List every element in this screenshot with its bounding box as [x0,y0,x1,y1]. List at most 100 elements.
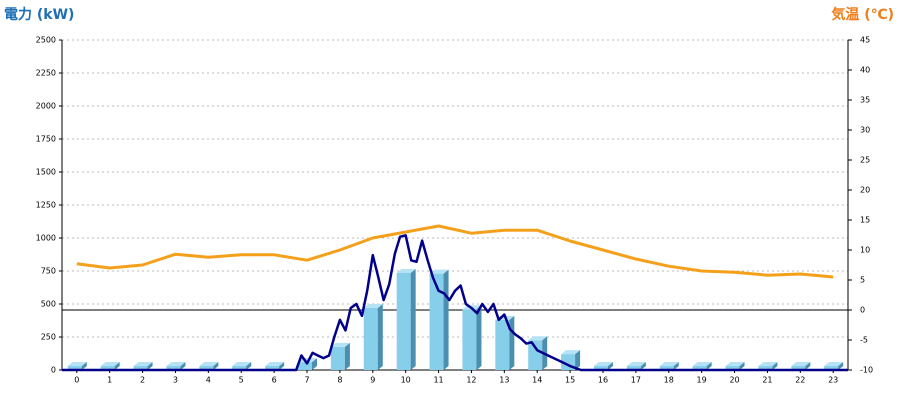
bar-side [838,362,844,370]
y2-tick-label: 30 [860,126,870,135]
bar-top [396,268,416,273]
bar-side [279,362,285,370]
x-tick-label: 16 [598,376,608,385]
y-tick-label: 1500 [36,168,56,177]
y-tick-label: 1750 [36,135,56,144]
bar [495,319,510,370]
bar-side [147,362,153,370]
bar [265,366,280,370]
bar [692,366,707,370]
y2-tick-label: 0 [860,306,865,315]
y-tick-label: 750 [41,267,56,276]
y-tick-label: 1250 [36,201,56,210]
y2-tick-label: 40 [860,66,870,75]
bar-top [626,362,646,367]
x-tick-label: 8 [337,376,342,385]
bar [725,366,740,370]
x-tick-label: 1 [107,376,112,385]
bar-side [575,350,581,370]
bar-top [561,350,581,355]
x-tick-label: 23 [828,376,838,385]
x-tick-label: 7 [304,376,309,385]
x-tick-label: 21 [762,376,772,385]
y-tick-label: 1000 [36,234,56,243]
x-tick-label: 13 [499,376,509,385]
x-tick-label: 20 [729,376,739,385]
y-tick-label: 2500 [36,36,56,45]
x-tick-label: 19 [697,376,707,385]
x-tick-label: 12 [466,376,476,385]
y2-axis-title: 気温 (℃) [831,6,894,23]
line [62,234,848,372]
bar-top [265,362,285,367]
x-tick-label: 9 [370,376,375,385]
bar-top [363,303,383,308]
bar-side [805,362,811,370]
bar-top [100,362,120,367]
bar-top [166,362,186,367]
bar-top [593,362,613,367]
y2-tick-label: 20 [860,186,870,195]
bar [626,366,641,370]
bar [166,366,181,370]
bar-side [443,269,449,370]
bar-side [213,362,219,370]
bar [791,366,806,370]
y-tick-label: 250 [41,333,56,342]
bar-top [67,362,87,367]
y-tick-label: 2000 [36,102,56,111]
bar-top [725,362,745,367]
bar-side [607,362,613,370]
bar-side [410,268,416,370]
bar [659,366,674,370]
bar [199,366,214,370]
y2-tick-label: 15 [860,216,870,225]
y2-tick-label: 45 [860,36,870,45]
bar-side [640,362,646,370]
x-tick-label: 3 [173,376,178,385]
x-tick-label: 0 [74,376,79,385]
y2-tick-label: 10 [860,246,870,255]
x-tick-label: 2 [140,376,145,385]
bar-top [429,269,449,274]
x-tick-label: 17 [631,376,641,385]
y2-tick-label: -5 [860,336,868,345]
x-tick-label: 15 [565,376,575,385]
bar-side [673,362,679,370]
bar-top [133,362,153,367]
bar [100,366,115,370]
bar-top [659,362,679,367]
x-tick-label: 11 [433,376,443,385]
y2-tick-label: 5 [860,276,865,285]
bar-side [114,362,120,370]
bar-top [791,362,811,367]
bar-top [528,336,548,341]
y2-tick-label: 25 [860,156,870,165]
x-tick-label: 22 [795,376,805,385]
x-tick-label: 6 [272,376,277,385]
bar [330,346,345,370]
bar [429,273,444,370]
bar [67,366,82,370]
bar [758,366,773,370]
bar-side [476,305,482,370]
bar-side [739,362,745,370]
bar-top [692,362,712,367]
y2-tick-label: 35 [860,96,870,105]
x-tick-label: 4 [206,376,211,385]
bar-side [377,303,383,370]
y-tick-label: 500 [41,300,56,309]
y-axis-title: 電力 (kW) [4,6,74,23]
y-tick-label: 0 [51,366,56,375]
bar [824,366,839,370]
bar-top [199,362,219,367]
bar [298,362,313,370]
bar-side [312,358,318,370]
bar-top [330,342,350,347]
bar [232,366,247,370]
bar [593,366,608,370]
bar [396,272,411,370]
bar-top [824,362,844,367]
bar-top [232,362,252,367]
